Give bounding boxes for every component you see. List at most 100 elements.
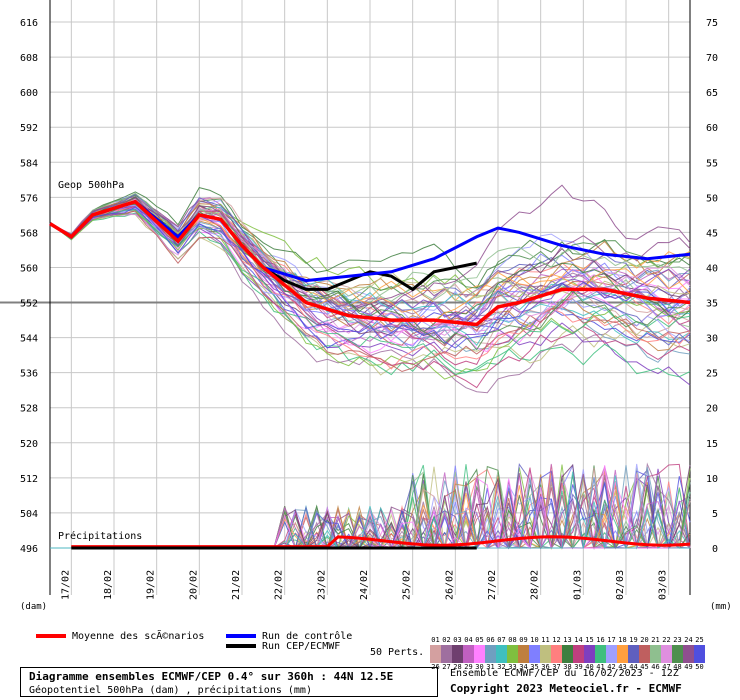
copyright: Copyright 2023 Meteociel.fr - ECMWF (450, 682, 682, 695)
perturbation-geop-line (49, 204, 691, 333)
pert-color-swatch (606, 645, 617, 654)
perturbation-geop-line (49, 193, 691, 346)
left-tick-label: 560 (20, 263, 38, 274)
pert-numbers-top: 01 02 03 04 05 06 07 08 09 10 11 12 13 14 15 16 17 18 19 20… (430, 636, 705, 645)
left-tick-label: 520 (20, 439, 38, 450)
pert-color-swatch (694, 645, 705, 654)
pert-color-swatch (485, 654, 496, 663)
pert-color-swatch (661, 654, 672, 663)
pert-color-swatch (573, 654, 584, 663)
pert-number: 17 (607, 636, 616, 644)
left-tick-label: 504 (20, 509, 38, 520)
pert-number: 15 (585, 636, 594, 644)
ensemble-info: Ensemble ECMWF/CEP du 16/02/2023 - 12Z (450, 668, 679, 679)
pert-color-swatch (584, 645, 595, 654)
pert-color-swatch (463, 645, 474, 654)
right-tick-label: 50 (706, 193, 718, 204)
perturbation-geop-line (49, 210, 691, 373)
pert-color-swatch (441, 645, 452, 654)
mean-swatch (36, 634, 66, 638)
pert-number: 02 (442, 636, 451, 644)
pert-color-swatch (441, 654, 452, 663)
pert-number: 01 (431, 636, 440, 644)
perturbation-geop-line (49, 195, 691, 315)
left-tick-label: 568 (20, 228, 38, 239)
pert-number: 28 (453, 663, 462, 671)
geop-panel-label: Geop 500hPa (58, 180, 124, 191)
right-tick-label: 15 (706, 439, 718, 450)
pert-color-swatch (683, 654, 694, 663)
pert-colors-bottom (430, 654, 705, 663)
pert-color-swatch (518, 645, 529, 654)
pert-color-swatch (474, 654, 485, 663)
pert-color-swatch (540, 654, 551, 663)
pert-number: 04 (464, 636, 473, 644)
perts-label: 50 Perts. (370, 647, 425, 658)
pert-color-swatch (595, 645, 606, 654)
legend-control-label: Run de contrôle (262, 631, 353, 642)
pert-number: 24 (684, 636, 693, 644)
x-tick-label: 25/02 (402, 570, 413, 600)
right-tick-label: 5 (712, 509, 718, 520)
left-tick-label: 608 (20, 53, 38, 64)
pert-color-swatch (617, 654, 628, 663)
pert-number: 23 (673, 636, 682, 644)
pert-number: 46 (651, 663, 660, 671)
pert-number: 05 (475, 636, 484, 644)
pert-color-swatch (595, 654, 606, 663)
pert-number: 49 (684, 663, 693, 671)
pert-color-swatch (485, 645, 496, 654)
pert-number: 48 (673, 663, 682, 671)
legend-det-label: Run CEP/ECMWF (262, 641, 341, 652)
x-tick-label: 27/02 (487, 570, 498, 600)
pert-color-swatch (551, 645, 562, 654)
pert-color-swatch (496, 654, 507, 663)
pert-color-swatch (507, 654, 518, 663)
x-tick-label: 21/02 (231, 570, 242, 600)
x-tick-label: 20/02 (188, 570, 199, 600)
footer-info: Ensemble ECMWF/CEP du 16/02/2023 - 12Z C… (450, 668, 682, 695)
pert-number: 38 (563, 663, 572, 671)
pert-color-swatch (551, 654, 562, 663)
pert-color-swatch (573, 645, 584, 654)
x-tick-label: 26/02 (444, 570, 455, 600)
pert-number: 22 (662, 636, 671, 644)
pert-color-swatch (529, 645, 540, 654)
pert-color-swatch (661, 645, 672, 654)
pert-color-swatch (474, 645, 485, 654)
right-tick-label: 25 (706, 369, 718, 380)
left-tick-label: 512 (20, 474, 38, 485)
perturbation-geop-line (49, 196, 691, 346)
precip-panel-label: Précipitations (58, 530, 142, 542)
x-tick-label: 18/02 (103, 570, 114, 600)
pert-number: 18 (618, 636, 627, 644)
left-tick-label: 600 (20, 88, 38, 99)
left-tick-label: 592 (20, 123, 38, 134)
pert-color-swatch (507, 645, 518, 654)
x-tick-label: 24/02 (359, 570, 370, 600)
right-tick-label: 20 (706, 404, 718, 415)
perturbation-geop-line (49, 206, 691, 349)
x-tick-label: 19/02 (146, 570, 157, 600)
pert-number: 21 (651, 636, 660, 644)
pert-number: 45 (640, 663, 649, 671)
pert-number: 27 (442, 663, 451, 671)
pert-number: 37 (552, 663, 561, 671)
pert-number: 44 (629, 663, 638, 671)
pert-color-swatch (639, 654, 650, 663)
pert-number: 11 (541, 636, 550, 644)
left-tick-label: 536 (20, 369, 38, 380)
perturbation-geop-line (49, 205, 691, 354)
perturbation-geop-line (49, 184, 691, 318)
pert-number: 41 (596, 663, 605, 671)
pert-number: 20 (640, 636, 649, 644)
pert-color-swatch (529, 654, 540, 663)
left-tick-label: 552 (20, 299, 38, 310)
perturbation-key: 01 02 03 04 05 06 07 08 09 10 11 12 13 14 15 16 17 18 19 20… (430, 636, 705, 672)
pert-color-swatch (672, 654, 683, 663)
pert-number: 31 (486, 663, 495, 671)
left-unit: (dam) (20, 602, 47, 612)
right-tick-label: 75 (706, 18, 718, 29)
pert-number: 25 (695, 636, 704, 644)
